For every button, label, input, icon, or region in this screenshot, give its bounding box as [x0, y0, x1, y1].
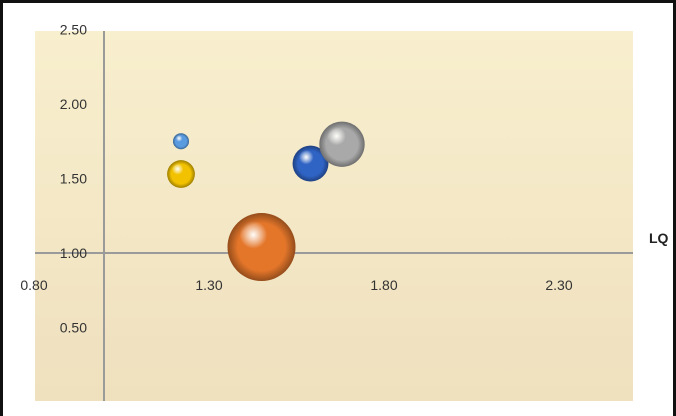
bubble-shading — [292, 145, 329, 182]
y-tick-label: 0.50 — [60, 320, 87, 336]
y-tick-label: 2.50 — [60, 22, 87, 38]
bubble-shading — [167, 160, 195, 188]
bubble-shading — [227, 213, 296, 282]
x-tick-label: 2.30 — [545, 277, 572, 293]
bubble-shading — [172, 133, 190, 150]
y-tick-label: 2.00 — [60, 96, 87, 112]
x-tick-label: 0.80 — [20, 277, 47, 293]
x-tick-label: 1.80 — [370, 277, 397, 293]
x-axis-title: LQ — [649, 230, 669, 246]
plot-area — [35, 31, 633, 401]
bubble-shading — [319, 121, 365, 167]
x-tick-label: 1.30 — [195, 277, 222, 293]
y-tick-label: 1.50 — [60, 171, 87, 187]
y-tick-label: 1.00 — [60, 245, 87, 261]
